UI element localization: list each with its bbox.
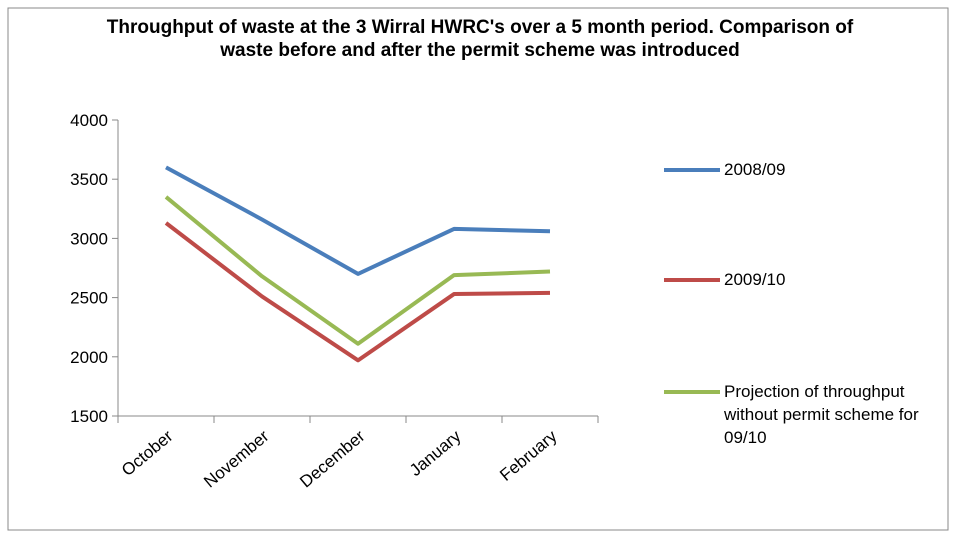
legend-label: 2008/09 <box>724 160 786 179</box>
legend-label: Projection of throughput without permit … <box>724 382 919 447</box>
y-tick-label: 1500 <box>70 407 108 426</box>
y-tick-label: 3000 <box>70 229 108 248</box>
chart-border <box>7 7 949 531</box>
y-tick-label: 3500 <box>70 170 108 189</box>
series-line <box>165 165 551 276</box>
series-line <box>164 221 551 363</box>
y-tick-label: 4000 <box>70 111 108 130</box>
legend-label: 2009/10 <box>724 270 786 289</box>
y-tick-label: 2500 <box>70 289 108 308</box>
series-line <box>164 195 551 346</box>
chart-title: Throughput of waste at the 3 Wirral HWRC… <box>106 17 854 61</box>
y-tick-label: 2000 <box>70 348 108 367</box>
